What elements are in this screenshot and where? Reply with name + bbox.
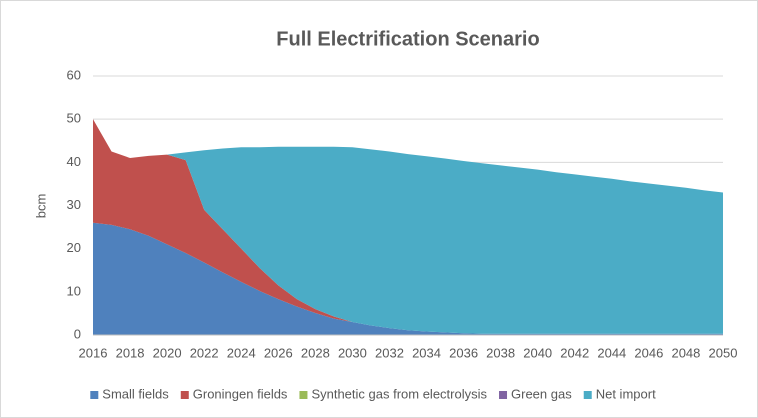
x-tick-label: 2016	[79, 345, 108, 360]
legend-label: Small fields	[102, 386, 169, 401]
y-tick-label: 60	[67, 67, 81, 82]
x-tick-label: 2042	[560, 345, 589, 360]
x-tick-label: 2020	[153, 345, 182, 360]
x-tick-label: 2018	[116, 345, 145, 360]
y-axis-label: bcm	[33, 194, 48, 219]
x-tick-label: 2022	[190, 345, 219, 360]
x-tick-label: 2028	[301, 345, 330, 360]
legend-label: Synthetic gas from electrolysis	[311, 386, 487, 401]
chart-title: Full Electrification Scenario	[276, 28, 539, 50]
legend-swatch	[90, 391, 99, 399]
legend-label: Groningen fields	[193, 386, 288, 401]
area	[93, 222, 723, 335]
x-tick-label: 2036	[449, 345, 478, 360]
y-tick-label: 40	[67, 154, 81, 169]
legend-swatch	[180, 391, 189, 399]
y-tick-label: 0	[74, 326, 81, 341]
legend-swatch	[299, 391, 308, 399]
x-tick-label: 2038	[486, 345, 515, 360]
x-tick-label: 2034	[412, 345, 441, 360]
x-tick-label: 2050	[709, 345, 738, 360]
x-tick-label: 2032	[375, 345, 404, 360]
area	[93, 119, 723, 334]
x-tick-label: 2048	[671, 345, 700, 360]
x-tick-label: 2040	[523, 345, 552, 360]
y-tick-label: 30	[67, 197, 81, 212]
x-tick-label: 2044	[597, 345, 626, 360]
x-tick-label: 2030	[338, 345, 367, 360]
legend-label: Green gas	[511, 386, 572, 401]
legend-swatch	[583, 391, 592, 399]
legend-swatch	[499, 391, 508, 399]
legend-label: Net import	[596, 386, 656, 401]
x-tick-label: 2026	[264, 345, 293, 360]
area	[93, 119, 723, 334]
y-tick-label: 50	[67, 111, 81, 126]
x-tick-label: 2046	[634, 345, 663, 360]
y-tick-label: 10	[67, 283, 81, 298]
x-tick-label: 2024	[227, 345, 256, 360]
y-tick-label: 20	[67, 240, 81, 255]
